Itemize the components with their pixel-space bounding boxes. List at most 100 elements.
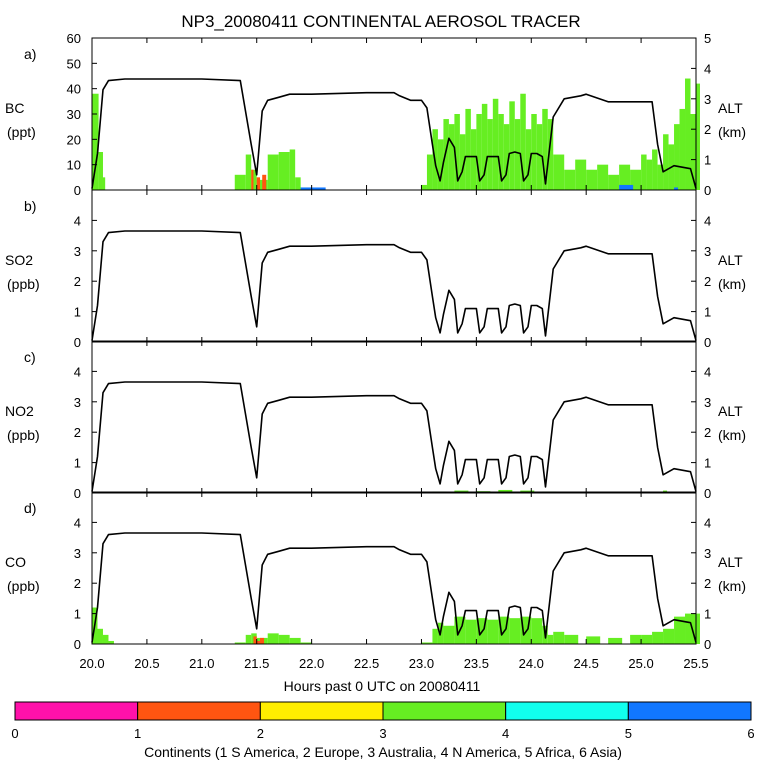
left-tick-label: 60 [67,31,81,46]
tracer-bar [652,149,658,190]
tracer-bar [289,637,301,644]
panel-frame [91,491,697,645]
tracer-bar [443,119,449,190]
panel-letter: a) [24,46,36,62]
left-tick-label: 0 [74,335,81,350]
right-axis-unit: (km) [718,124,746,140]
tracer-bar [253,636,257,644]
left-tick-label: 3 [74,395,81,410]
x-tick-label: 22.5 [354,656,379,671]
left-tick-label: 2 [74,425,81,440]
right-tick-label: 1 [704,305,711,320]
right-tick-label: 3 [704,546,711,561]
x-tick-label: 22.0 [299,656,324,671]
right-axis-unit: (km) [718,578,746,594]
tracer-bar [597,164,609,190]
x-tick-label: 21.5 [244,656,269,671]
left-tick-label: 4 [74,515,81,530]
right-tick-label: 0 [704,335,711,350]
tracer-bar [234,642,246,644]
tracer-bar [547,634,554,644]
left-tick-label: 3 [74,546,81,561]
tracer-bar [251,169,257,190]
x-tick-label: 25.5 [683,656,708,671]
tracer-bar [476,114,482,190]
tracer-bar [619,184,634,190]
tracer-bar [679,108,686,190]
x-tick-label: 23.5 [464,656,489,671]
tracer-bar [487,119,493,190]
x-tick-label: 23.0 [409,656,434,671]
left-tick-label: 30 [67,107,81,122]
right-axis-label: ALT [718,554,743,570]
tracer-bar [267,633,279,644]
tracer-bar [696,83,700,190]
tracer-bar [102,177,106,190]
tracer-bar [465,108,471,190]
tracer-bar [663,628,675,644]
colorbar-swatch [627,701,752,721]
tracer-bar [553,154,565,190]
tracer-bar [256,640,261,644]
colorbar-swatch [505,701,629,721]
tracer-bar [586,636,601,644]
tracer-bar [92,93,99,190]
tracer-bar [426,154,433,190]
left-tick-label: 0 [74,486,81,501]
left-tick-label: 2 [74,576,81,591]
x-tick-label: 25.0 [628,656,653,671]
tracer-bar [251,169,254,190]
tracer-bar [547,119,554,190]
tracer-bar [421,642,433,644]
panel-a: 0 10 20 30 40 50 60 0 1 2 3 4 5 a) BC (ppt) ALT (km) [5,31,746,198]
x-tick-label: 20.5 [134,656,159,671]
right-tick-label: 1 [704,456,711,471]
right-tick-label: 4 [704,515,711,530]
left-tick-label: 20 [67,132,81,147]
series-asia [300,184,679,190]
series-n-america [92,607,700,644]
x-tick-label: 24.0 [519,656,544,671]
right-tick-label: 4 [704,213,711,228]
x-tick-label: 21.0 [189,656,214,671]
series-europe [251,169,267,190]
colorbar-tick-label: 5 [625,726,632,741]
left-axis-unit: (ppb) [7,276,40,292]
left-axis-label: CO [5,554,26,570]
tracer-bar [421,184,427,190]
right-tick-label: 2 [704,274,711,289]
tracer-bar [267,154,279,190]
tracer-bar [608,637,623,644]
tracer-bar [657,164,664,190]
tracer-bar [470,129,477,190]
tracer-bar [619,164,631,190]
altitude-line [91,381,697,492]
panel-frame [91,189,697,343]
tracer-bar [685,613,696,644]
tracer-bar [663,134,669,190]
tracer-bar [245,634,252,644]
tracer-bar [256,177,261,190]
left-tick-label: 1 [74,607,81,622]
left-axis-label: NO2 [5,403,34,419]
right-tick-label: 0 [704,486,711,501]
panel-b: 0 1 2 3 4 0 1 2 3 4 b) SO2 (ppb) ALT (km) [5,189,746,350]
left-tick-label: 1 [74,305,81,320]
tracer-bar [498,489,513,493]
left-tick-label: 0 [74,183,81,198]
right-tick-label: 2 [704,425,711,440]
tracer-bar [289,149,296,190]
altitude-line [91,78,697,189]
figure-title: NP3_20080411 CONTINENTAL AEROSOL TRACER [181,12,580,31]
left-tick-label: 2 [74,274,81,289]
tracer-bar [300,187,312,190]
tracer-bar [536,124,543,190]
tracer-bar [454,114,460,190]
colorbar-tick-label: 4 [502,726,509,741]
tracer-bar [575,159,587,190]
tracer-bar [498,114,504,190]
panel-letter: b) [24,198,36,214]
tracer-bar [553,631,565,644]
tracer-bar [520,616,532,644]
